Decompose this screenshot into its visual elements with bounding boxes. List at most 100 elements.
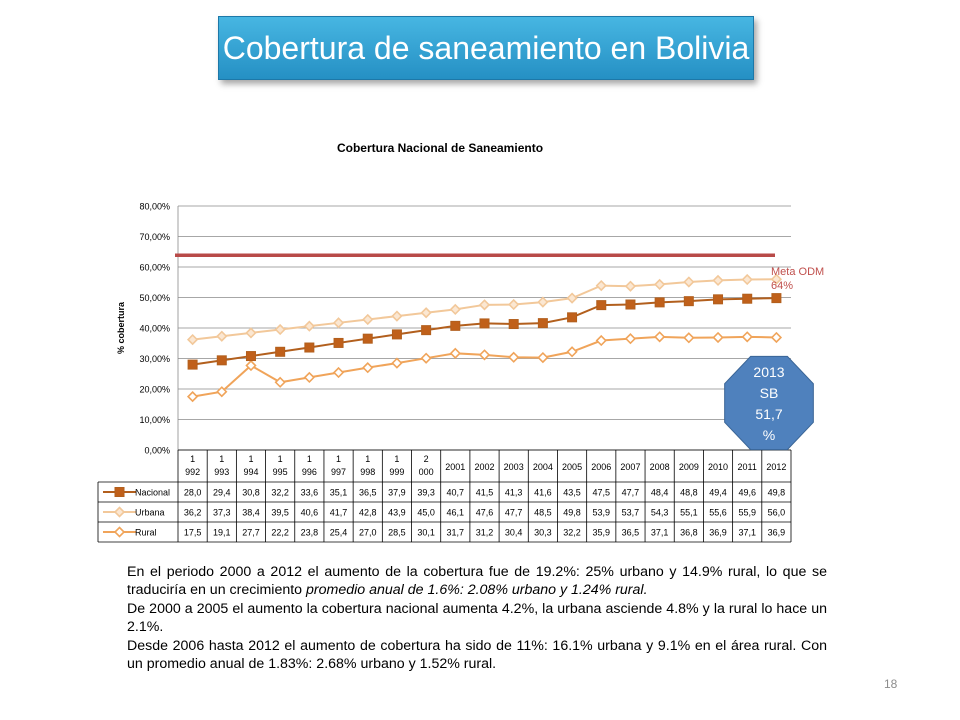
- data-label: 17,5: [184, 528, 202, 538]
- data-label: 53,9: [592, 508, 610, 518]
- x-tick-label: 1: [248, 454, 253, 464]
- data-point: [508, 298, 520, 311]
- data-label: 36,8: [680, 528, 698, 538]
- data-point: [654, 297, 665, 308]
- data-point: [741, 331, 753, 343]
- data-label: 36,9: [709, 528, 727, 538]
- legend-label: Rural: [135, 528, 157, 538]
- legend-marker: [114, 487, 125, 497]
- x-tick-label: 1: [219, 454, 224, 464]
- data-label: 36,5: [359, 488, 377, 498]
- chart-canvas: 0,00% 10,00% 20,00% 30,00% 40,00% 50,00% 60,00…: [97, 202, 824, 543]
- data-label: 29,4: [213, 488, 231, 498]
- data-point: [449, 347, 461, 359]
- data-point: [333, 337, 344, 348]
- data-point: [303, 371, 315, 384]
- data-point: [391, 329, 402, 340]
- data-label: 31,2: [476, 528, 494, 538]
- data-point: [479, 318, 490, 329]
- data-point: [595, 279, 607, 292]
- y-tick-label: 30,00%: [139, 354, 170, 364]
- data-point: [741, 273, 753, 286]
- data-point: [624, 280, 637, 292]
- x-tick-label: 2003: [504, 462, 524, 472]
- data-point: [654, 331, 666, 343]
- data-label: 47,7: [505, 508, 523, 518]
- data-label: 40,6: [301, 508, 319, 518]
- target-label: 64%: [771, 280, 793, 292]
- data-point: [362, 333, 373, 344]
- x-tick-label: 2005: [562, 462, 582, 472]
- x-tick-label: 1: [365, 454, 370, 464]
- data-label: 55,1: [680, 508, 698, 518]
- legend-marker: [113, 506, 126, 518]
- x-tick-label: 1: [278, 454, 283, 464]
- data-label: 49,8: [768, 488, 786, 498]
- data-label: 28,0: [184, 488, 202, 498]
- data-label: 48,4: [651, 488, 669, 498]
- data-label: 41,6: [534, 488, 552, 498]
- data-point: [770, 331, 783, 344]
- data-point: [274, 376, 286, 388]
- data-label: 30,4: [505, 528, 523, 538]
- data-point: [712, 331, 724, 344]
- data-label: 37,9: [388, 488, 406, 498]
- x-tick-label: 999: [389, 467, 404, 477]
- slide-title: Cobertura de saneamiento en Bolivia: [222, 29, 750, 66]
- data-label: 49,4: [709, 488, 727, 498]
- data-point: [712, 274, 724, 287]
- data-label: 27,0: [359, 528, 377, 538]
- legend-marker: [113, 526, 126, 538]
- data-label: 53,7: [622, 508, 640, 518]
- paragraph-3: Desde 2006 hasta 2012 el aumento de cobe…: [127, 638, 827, 672]
- legend-label: Urbana: [135, 508, 165, 518]
- data-point: [420, 352, 432, 364]
- data-point: [683, 332, 695, 344]
- data-point: [362, 313, 374, 326]
- data-label: 47,7: [622, 488, 640, 498]
- data-label: 25,4: [330, 528, 348, 538]
- data-label: 32,2: [563, 528, 581, 538]
- description-text: En el periodo 2000 a 2012 el aumento de …: [127, 564, 827, 676]
- slide-title-box: Cobertura de saneamiento en Bolivia: [218, 16, 754, 80]
- x-tick-label: 1: [307, 454, 312, 464]
- y-axis-label: % cobertura: [116, 301, 126, 354]
- data-label: 47,5: [592, 488, 610, 498]
- data-label: 30,8: [242, 488, 260, 498]
- data-label: 27,7: [242, 528, 260, 538]
- x-tick-label: 1: [394, 454, 399, 464]
- paragraph-1: En el periodo 2000 a 2012 el aumento de …: [127, 564, 827, 598]
- data-label: 39,5: [271, 508, 289, 518]
- data-label: 33,6: [301, 488, 319, 498]
- data-label: 39,3: [417, 488, 435, 498]
- data-label: 45,0: [417, 508, 435, 518]
- data-label: 48,8: [680, 488, 698, 498]
- x-tick-label: 998: [360, 467, 375, 477]
- data-label: 46,1: [447, 508, 465, 518]
- callout-text: SB: [760, 385, 779, 401]
- y-tick-label: 80,00%: [139, 202, 170, 212]
- data-label: 36,5: [622, 528, 640, 538]
- data-point: [216, 386, 228, 398]
- x-tick-label: 2002: [474, 462, 494, 472]
- data-label: 49,8: [563, 508, 581, 518]
- data-label: 54,3: [651, 508, 669, 518]
- data-label: 31,7: [447, 528, 465, 538]
- legend-label: Nacional: [135, 488, 170, 498]
- data-label: 30,1: [417, 528, 435, 538]
- data-label: 55,6: [709, 508, 727, 518]
- callout-text: 51,7: [755, 406, 782, 422]
- data-label: 48,5: [534, 508, 552, 518]
- data-label: 43,5: [563, 488, 581, 498]
- data-label: 41,3: [505, 488, 523, 498]
- data-point: [566, 292, 578, 304]
- data-label: 56,0: [768, 508, 786, 518]
- data-point: [567, 312, 578, 323]
- x-tick-label: 2009: [679, 462, 699, 472]
- data-point: [186, 333, 199, 346]
- data-point: [596, 300, 607, 311]
- data-point: [683, 296, 694, 307]
- data-point: [625, 299, 636, 310]
- y-tick-label: 20,00%: [139, 385, 170, 395]
- y-tick-label: 60,00%: [139, 263, 170, 273]
